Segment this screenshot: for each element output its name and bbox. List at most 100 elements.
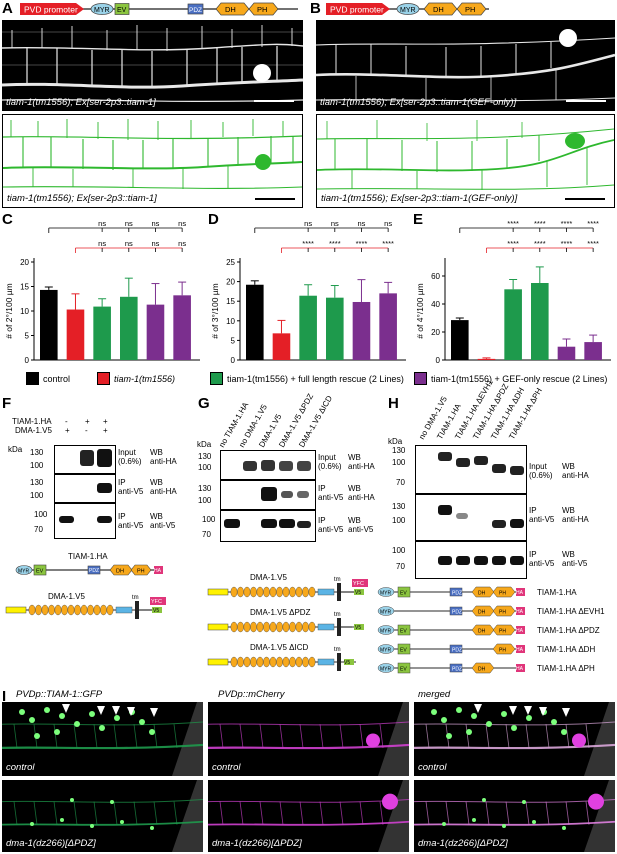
i-mcherry-mutant: dma-1(dz266)[ΔPDZ] — [208, 780, 409, 852]
branch — [259, 724, 264, 748]
dh-domain — [471, 662, 495, 674]
sig-label-control: **** — [561, 219, 573, 228]
yfc-label: YFC — [151, 599, 162, 605]
tm-label: tm — [334, 647, 341, 653]
v5-label: V5 — [344, 660, 350, 666]
branch — [359, 801, 364, 825]
lrr-repeat — [230, 621, 238, 633]
chart-d: 0 5 10 15 20 25 # of 3°/100 µm ns **** ns **** ns **… — [210, 219, 406, 365]
ph-label: PH — [499, 629, 506, 635]
branch — [239, 724, 244, 748]
construct-b: PVD promoter MYR DH PH — [326, 2, 489, 16]
pdz-label: PDZ — [452, 667, 462, 673]
ev-label: EV — [400, 667, 407, 673]
arrowhead — [112, 706, 120, 715]
gfp-punctum — [19, 709, 25, 715]
ev-label: EV — [400, 629, 407, 635]
construct-a: PVD promoter MYR EV PDZ DH PH — [20, 2, 298, 16]
y-tick-label: 0 — [231, 356, 236, 365]
shadow — [584, 780, 615, 852]
gfp-punctum — [526, 715, 532, 721]
branch — [219, 724, 224, 748]
branch — [13, 724, 18, 748]
dh-domain — [471, 624, 495, 636]
chart-e: 0 20 40 60 # of 4°/100 µm **** **** **** **** ***… — [415, 219, 611, 365]
lrr-repeat — [67, 604, 75, 616]
branch — [425, 724, 430, 748]
lrr-repeat — [289, 621, 296, 633]
secondary-dendrite — [414, 721, 615, 726]
lrr-repeat — [35, 604, 42, 616]
lrr-repeat — [93, 604, 101, 616]
yfc-tag — [352, 579, 368, 587]
g-blot-ip-ha — [220, 480, 316, 510]
g-construct3-label: DMA-1.V5 ΔICD — [250, 643, 309, 652]
branch — [485, 724, 490, 748]
branch — [93, 801, 98, 825]
sig-label-control: ns — [384, 219, 392, 228]
signal-peptide — [207, 588, 229, 596]
gfp-punctum — [59, 713, 65, 719]
bar — [477, 358, 496, 360]
branch — [445, 801, 450, 825]
gfp-punctum — [74, 721, 80, 727]
y-tick-label: 15 — [226, 297, 235, 306]
sig-label-mutant: ns — [178, 239, 186, 248]
micrograph-a-caption: tiam-1(tm1556); Ex[ser-2p3::tiam-1] — [6, 97, 156, 108]
sig-label-mutant: **** — [587, 239, 599, 248]
panel-letter-e: E — [413, 211, 424, 228]
branch — [299, 724, 304, 748]
y-tick-label: 5 — [231, 336, 236, 345]
gfp-punctum — [532, 820, 536, 824]
h-construct5-label: TIAM-1.HA ΔPH — [537, 664, 595, 673]
ph-label: PH — [499, 648, 506, 654]
primary-dendrite — [414, 743, 615, 750]
lrr-repeat — [237, 656, 244, 668]
f-blot-ip-ha — [54, 474, 116, 503]
myr-domain — [377, 587, 395, 597]
pdz-domain — [449, 587, 463, 597]
f-blot-input — [54, 445, 116, 474]
lrr-repeat — [230, 586, 238, 598]
branch — [425, 801, 430, 825]
myr-label: MYR — [380, 629, 392, 635]
lrr-repeat — [237, 621, 244, 633]
arrowhead — [524, 706, 532, 715]
v5-tag — [152, 607, 162, 613]
branch — [585, 724, 590, 748]
svg-text:MYR: MYR — [94, 7, 110, 14]
v5-tag — [354, 624, 364, 630]
gfp-punctum — [44, 707, 50, 713]
g-blot-input — [220, 450, 316, 480]
secondary-dendrite — [414, 798, 615, 803]
cell-body — [366, 733, 380, 748]
i-merged-control: control — [414, 702, 615, 776]
pdz-domain — [449, 644, 463, 654]
arrowhead — [562, 708, 570, 717]
lrr-repeat — [41, 604, 49, 616]
y-axis-label: # of 2°/100 µm — [4, 283, 14, 339]
i-title-merged: merged — [418, 689, 451, 700]
tm-label: tm — [334, 612, 341, 618]
lrr-repeat — [250, 621, 257, 633]
f-row2-label: DMA-1.V5 — [15, 426, 52, 435]
dh-label: DH — [478, 610, 486, 616]
gfp-punctum — [472, 818, 476, 822]
gfp-punctum — [34, 733, 40, 739]
g-construct2-label: DMA-1.V5 ΔPDZ — [250, 608, 311, 617]
dh-label: DH — [478, 591, 486, 597]
pdz-domain — [449, 606, 463, 616]
y-tick-label: 0 — [436, 356, 441, 365]
gfp-punctum — [562, 826, 566, 830]
lrr-repeat — [289, 656, 296, 668]
i-mcherry-control: control — [208, 702, 409, 776]
branch — [565, 724, 570, 748]
y-axis-label: # of 4°/100 µm — [415, 283, 425, 339]
lrr-repeat — [250, 586, 257, 598]
arrowhead — [62, 704, 70, 713]
lrr-repeat — [308, 656, 316, 668]
gfp-punctum — [551, 719, 557, 725]
ha-label: HA — [516, 628, 524, 634]
gfp-punctum — [149, 729, 155, 735]
svg-text:PH: PH — [137, 569, 145, 575]
